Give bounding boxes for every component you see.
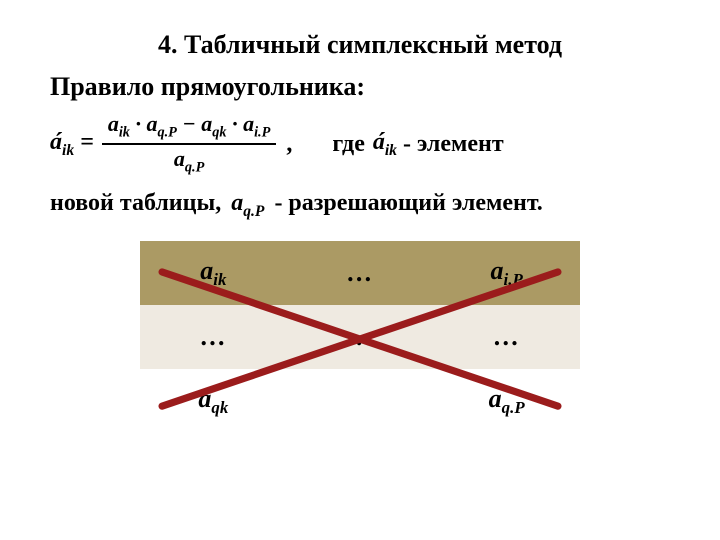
table-row: aqk aq.P xyxy=(140,369,580,433)
aqp-symbol: aq.P xyxy=(231,190,264,216)
cell-ellipsis: … xyxy=(287,305,434,369)
formula-line: áik = aik · aq.P − aqk · ai.P aq.P , где… xyxy=(50,112,670,176)
element-text: - элемент xyxy=(403,131,504,158)
rectangle-table: aik … ai.P … … … aqk aq.P xyxy=(140,241,580,433)
formula-numerator: aik · aq.P − aqk · ai.P xyxy=(102,112,277,145)
table-row: … … … xyxy=(140,305,580,369)
aik-symbol: áik xyxy=(373,129,397,160)
table-row: aik … ai.P xyxy=(140,241,580,305)
rectangle-table-wrap: aik … ai.P … … … aqk aq.P xyxy=(140,241,580,433)
second-line: новой таблицы, aq.P - разрешающий элемен… xyxy=(50,190,670,221)
cell-aik: aik xyxy=(140,241,287,305)
line2-part-b: - разрешающий элемент. xyxy=(274,190,542,216)
where-label: где xyxy=(332,131,365,158)
rule-subtitle: Правило прямоугольника: xyxy=(50,72,670,102)
formula-denominator: aq.P xyxy=(168,145,210,176)
formula-fraction: aik · aq.P − aqk · ai.P aq.P xyxy=(102,112,277,176)
cell-empty xyxy=(287,369,434,433)
cell-ellipsis: … xyxy=(433,305,580,369)
line2-part-a: новой таблицы, xyxy=(50,190,227,216)
cell-ellipsis: … xyxy=(140,305,287,369)
cell-ellipsis: … xyxy=(287,241,434,305)
formula-lhs: áik = xyxy=(50,129,94,160)
cell-aiP: ai.P xyxy=(433,241,580,305)
slide-title: 4. Табличный симплексный метод xyxy=(50,30,670,60)
formula-comma: , xyxy=(286,131,292,158)
cell-aqk: aqk xyxy=(140,369,287,433)
cell-aqP: aq.P xyxy=(433,369,580,433)
